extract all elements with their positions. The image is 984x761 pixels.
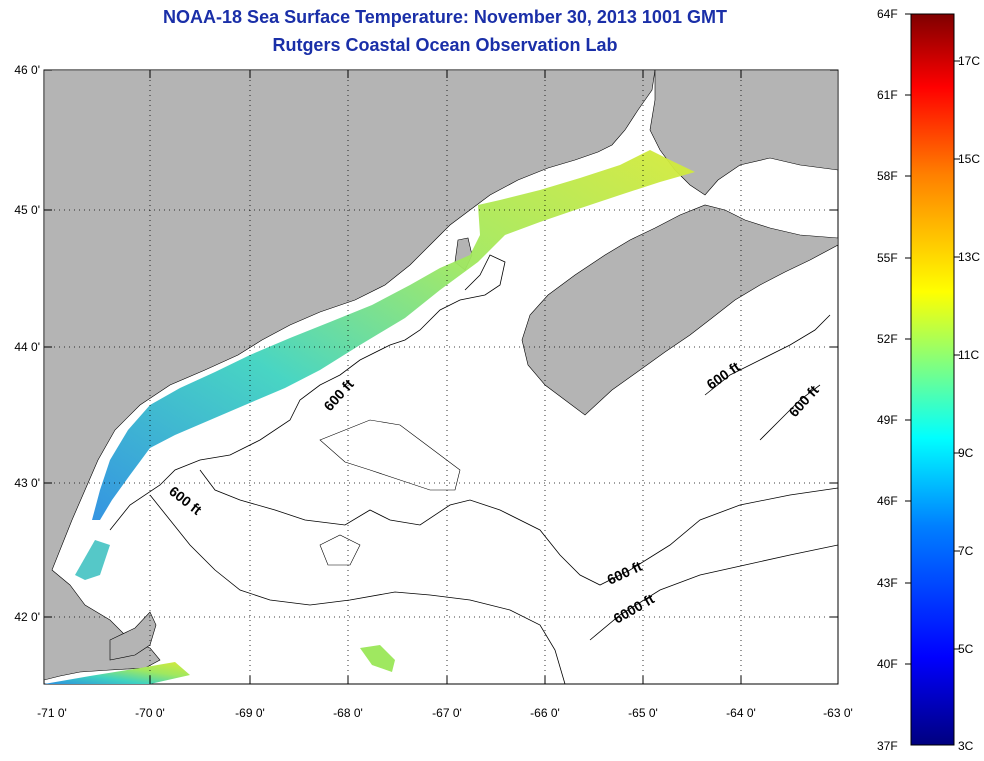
- map-title: NOAA-18 Sea Surface Temperature: Novembe…: [163, 7, 727, 27]
- lat-label-46: 46 0': [14, 63, 40, 77]
- cb-c-3: 3C: [958, 739, 974, 753]
- cb-f-64: 64F: [877, 7, 898, 21]
- cb-f-43: 43F: [877, 576, 898, 590]
- cb-c-9: 9C: [958, 446, 974, 460]
- land-cape-cod: [109, 611, 157, 661]
- contour-6000ft: [589, 544, 838, 641]
- land-new-england: [44, 70, 656, 681]
- lat-label-44: 44 0': [14, 340, 40, 354]
- sst-coastal-band: [92, 150, 695, 520]
- land-new-brunswick: [649, 70, 838, 196]
- contour-600ft-main: [109, 254, 506, 531]
- lat-label-43: 43 0': [14, 476, 40, 490]
- lon-label-66: -66 0': [530, 706, 560, 720]
- lat-label-45: 45 0': [14, 203, 40, 217]
- cb-f-58: 58F: [877, 169, 898, 183]
- contour-600ft-gulf: [199, 469, 838, 586]
- contour-basin-small: [319, 534, 361, 566]
- sst-patch-georges: [360, 645, 395, 672]
- cb-f-55: 55F: [877, 251, 898, 265]
- cb-c-13: 13C: [958, 250, 981, 264]
- cb-f-40: 40F: [877, 657, 898, 671]
- lon-label-68: -68 0': [333, 706, 363, 720]
- map-subtitle: Rutgers Coastal Ocean Observation Lab: [272, 35, 618, 55]
- colorbar: [910, 13, 955, 746]
- cb-f-61: 61F: [877, 88, 898, 102]
- lon-label-64: -64 0': [726, 706, 756, 720]
- sst-patch-cape: [75, 540, 110, 580]
- contour-600ft-scotian: [704, 314, 831, 441]
- lon-label-65: -65 0': [628, 706, 658, 720]
- contour-600ft-gulf-south: [149, 494, 566, 684]
- lon-label-71: -71 0': [37, 706, 67, 720]
- sst-patch-south: [44, 662, 190, 684]
- lon-label-67: -67 0': [432, 706, 462, 720]
- contour-basin-inner: [319, 419, 461, 491]
- cb-f-37: 37F: [877, 739, 898, 753]
- cb-c-17: 17C: [958, 54, 981, 68]
- axis-ticks: [44, 69, 838, 684]
- cb-c-15: 15C: [958, 152, 981, 166]
- cb-f-46: 46F: [877, 494, 898, 508]
- lon-label-70: -70 0': [135, 706, 165, 720]
- lon-label-69: -69 0': [235, 706, 265, 720]
- colorbar-ticks: [905, 13, 960, 665]
- cb-c-7: 7C: [958, 544, 974, 558]
- lat-label-42: 42 0': [14, 610, 40, 624]
- cb-c-11: 11C: [958, 348, 980, 362]
- cb-c-5: 5C: [958, 642, 974, 656]
- lon-label-63: -63 0': [823, 706, 853, 720]
- cb-f-49: 49F: [877, 413, 898, 427]
- land-nova-scotia: [521, 204, 838, 416]
- cb-f-52: 52F: [877, 332, 898, 346]
